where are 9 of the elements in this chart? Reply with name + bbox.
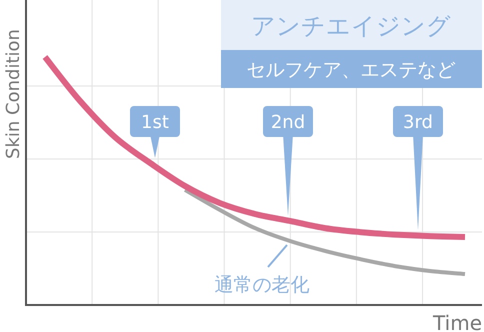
annotation: 3rd (403, 112, 433, 133)
title: アンチエイジング (221, 0, 482, 50)
series-label: 通常の老化 (214, 274, 310, 296)
annotation: セルフケア、エステなど (246, 59, 456, 81)
annotation: 2nd (270, 112, 306, 133)
x-axis-title: Time (432, 311, 482, 332)
annotation: 1st (141, 112, 169, 133)
chart-title: アンチエイジング (251, 12, 451, 40)
y-axis-title: Skin Condition (3, 29, 24, 159)
